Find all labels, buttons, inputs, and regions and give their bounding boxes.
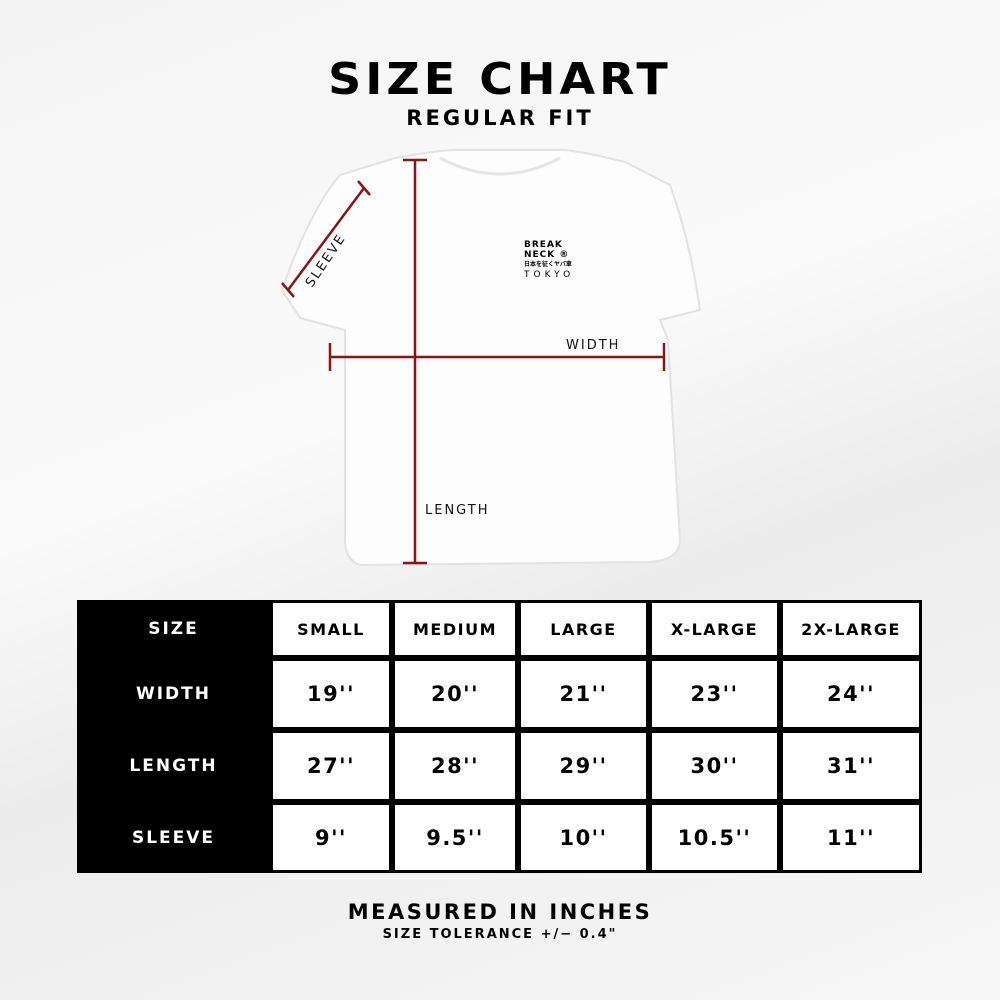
- table-cell: 27'': [273, 733, 389, 799]
- table-cell: 23'': [652, 661, 777, 727]
- logo-line: 日本を征くヤバ車: [524, 261, 572, 268]
- row-label-length: LENGTH: [77, 730, 270, 802]
- measurement-lines: [281, 158, 666, 565]
- table-cell: 19'': [273, 661, 389, 727]
- size-header: SMALL: [273, 603, 389, 655]
- tshirt-diagram: SLEEVE WIDTH LENGTH: [280, 149, 702, 567]
- table-cell: 20'': [395, 661, 515, 727]
- tolerance-note: SIZE TOLERANCE +/− 0.4": [382, 927, 618, 942]
- table-cell: 30'': [652, 733, 777, 799]
- row-label-sleeve: SLEEVE: [77, 802, 270, 873]
- table-cell: 28'': [395, 733, 515, 799]
- measurement-note: MEASURED IN INCHES: [347, 900, 653, 924]
- collar: [439, 156, 561, 176]
- table-cell: 9'': [273, 805, 389, 870]
- table-cell: 10.5'': [652, 805, 777, 870]
- header-size-label: SIZE: [77, 600, 270, 658]
- table-cell: 9.5'': [395, 805, 515, 870]
- size-header: MEDIUM: [395, 603, 515, 655]
- size-table: SIZE SMALL MEDIUM LARGE X-LARGE 2X-LARGE…: [77, 600, 922, 873]
- table-cell: 24'': [783, 661, 919, 727]
- table-cell: 29'': [521, 733, 646, 799]
- row-label-width: WIDTH: [77, 658, 270, 730]
- logo-line: TOKYO: [524, 270, 575, 280]
- size-header: 2X-LARGE: [783, 603, 919, 655]
- logo-line: NECK ®: [524, 250, 570, 260]
- logo-line: BREAK: [524, 240, 563, 250]
- sleeve-line: [286, 187, 366, 291]
- table-cell: 10'': [521, 805, 646, 870]
- table-cell: 21'': [521, 661, 646, 727]
- width-label: WIDTH: [566, 338, 620, 353]
- size-header: X-LARGE: [652, 603, 777, 655]
- shirt-logo: BREAK NECK ® 日本を征くヤバ車 TOKYO: [524, 240, 574, 280]
- table-cell: 31'': [783, 733, 919, 799]
- size-header: LARGE: [521, 603, 646, 655]
- length-label: LENGTH: [425, 503, 490, 518]
- page-subtitle: REGULAR FIT: [406, 106, 594, 130]
- page-title: SIZE CHART: [328, 53, 672, 105]
- table-cell: 11'': [783, 805, 919, 870]
